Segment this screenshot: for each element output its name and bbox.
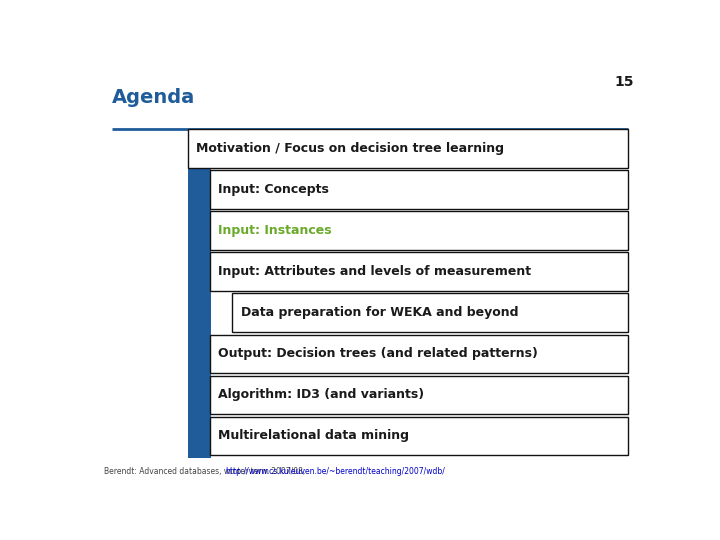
Text: Multirelational data mining: Multirelational data mining — [218, 429, 410, 442]
Text: Input: Attributes and levels of measurement: Input: Attributes and levels of measurem… — [218, 265, 531, 278]
Text: Agenda: Agenda — [112, 87, 196, 107]
Text: Input: Concepts: Input: Concepts — [218, 183, 329, 196]
Text: Data preparation for WEKA and beyond: Data preparation for WEKA and beyond — [240, 306, 518, 319]
Bar — [210, 252, 629, 291]
Text: Berendt: Advanced databases, winter term 2007/08;: Berendt: Advanced databases, winter term… — [104, 467, 307, 476]
Bar — [233, 294, 629, 332]
Text: Input: Instances: Input: Instances — [218, 224, 332, 237]
Bar — [188, 129, 629, 168]
Bar — [210, 376, 629, 414]
Bar — [188, 129, 211, 458]
Text: 15: 15 — [615, 75, 634, 89]
Bar — [210, 417, 629, 455]
Text: http://www.cs.kuleuven.be/~berendt/teaching/2007/wdb/: http://www.cs.kuleuven.be/~berendt/teach… — [225, 467, 445, 476]
Bar — [210, 211, 629, 250]
Text: Output: Decision trees (and related patterns): Output: Decision trees (and related patt… — [218, 347, 539, 360]
Text: Algorithm: ID3 (and variants): Algorithm: ID3 (and variants) — [218, 388, 425, 401]
Bar — [210, 335, 629, 373]
Text: Motivation / Focus on decision tree learning: Motivation / Focus on decision tree lear… — [196, 142, 504, 155]
Bar — [210, 170, 629, 209]
